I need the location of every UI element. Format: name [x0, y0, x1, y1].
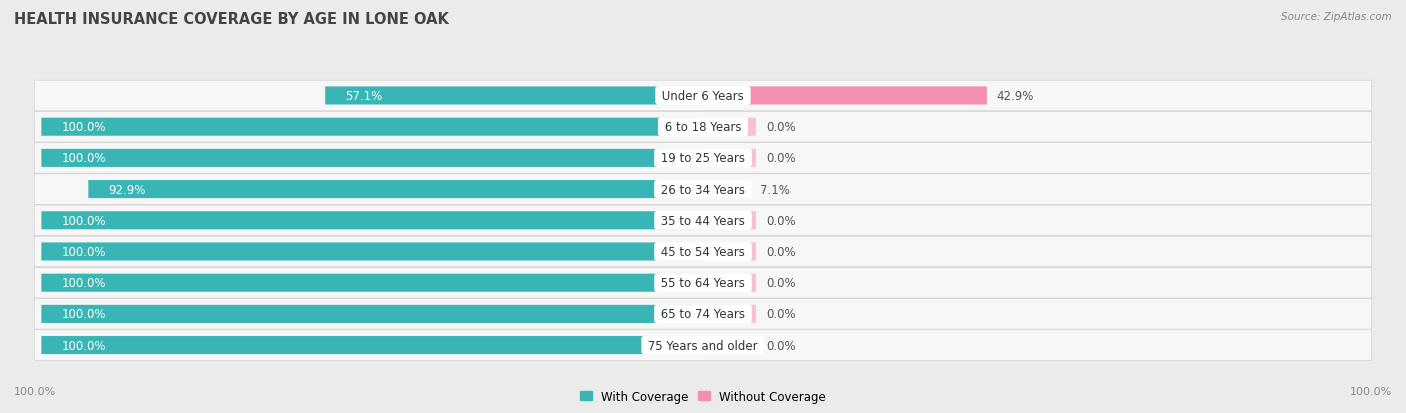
FancyBboxPatch shape	[703, 274, 756, 292]
Text: Under 6 Years: Under 6 Years	[658, 90, 748, 103]
Text: 100.0%: 100.0%	[62, 214, 105, 227]
Text: 100.0%: 100.0%	[62, 152, 105, 165]
Text: HEALTH INSURANCE COVERAGE BY AGE IN LONE OAK: HEALTH INSURANCE COVERAGE BY AGE IN LONE…	[14, 12, 449, 27]
Text: 100.0%: 100.0%	[62, 277, 105, 290]
Text: 92.9%: 92.9%	[108, 183, 146, 196]
FancyBboxPatch shape	[41, 150, 703, 168]
Text: 100.0%: 100.0%	[62, 245, 105, 259]
Text: 100.0%: 100.0%	[14, 387, 56, 396]
Text: 0.0%: 0.0%	[766, 339, 796, 352]
Text: 75 Years and older: 75 Years and older	[644, 339, 762, 352]
FancyBboxPatch shape	[41, 336, 703, 354]
FancyBboxPatch shape	[34, 299, 1372, 330]
Text: 0.0%: 0.0%	[766, 308, 796, 320]
FancyBboxPatch shape	[703, 150, 756, 168]
FancyBboxPatch shape	[41, 305, 703, 323]
FancyBboxPatch shape	[34, 330, 1372, 361]
Text: 100.0%: 100.0%	[62, 308, 105, 320]
Text: 55 to 64 Years: 55 to 64 Years	[657, 277, 749, 290]
FancyBboxPatch shape	[703, 180, 749, 199]
Text: 0.0%: 0.0%	[766, 214, 796, 227]
FancyBboxPatch shape	[41, 212, 703, 230]
Text: Source: ZipAtlas.com: Source: ZipAtlas.com	[1281, 12, 1392, 22]
FancyBboxPatch shape	[703, 336, 756, 354]
Text: 57.1%: 57.1%	[344, 90, 382, 103]
Legend: With Coverage, Without Coverage: With Coverage, Without Coverage	[575, 385, 831, 408]
FancyBboxPatch shape	[41, 119, 703, 136]
FancyBboxPatch shape	[34, 81, 1372, 112]
Text: 7.1%: 7.1%	[759, 183, 790, 196]
Text: 19 to 25 Years: 19 to 25 Years	[657, 152, 749, 165]
FancyBboxPatch shape	[703, 119, 756, 136]
FancyBboxPatch shape	[41, 243, 703, 261]
Text: 45 to 54 Years: 45 to 54 Years	[657, 245, 749, 259]
Text: 42.9%: 42.9%	[997, 90, 1035, 103]
FancyBboxPatch shape	[703, 87, 987, 105]
FancyBboxPatch shape	[34, 112, 1372, 142]
Text: 6 to 18 Years: 6 to 18 Years	[661, 121, 745, 134]
FancyBboxPatch shape	[34, 143, 1372, 174]
FancyBboxPatch shape	[34, 237, 1372, 267]
FancyBboxPatch shape	[703, 243, 756, 261]
Text: 26 to 34 Years: 26 to 34 Years	[657, 183, 749, 196]
Text: 0.0%: 0.0%	[766, 152, 796, 165]
Text: 65 to 74 Years: 65 to 74 Years	[657, 308, 749, 320]
Text: 100.0%: 100.0%	[62, 339, 105, 352]
Text: 35 to 44 Years: 35 to 44 Years	[657, 214, 749, 227]
FancyBboxPatch shape	[703, 212, 756, 230]
Text: 100.0%: 100.0%	[1350, 387, 1392, 396]
Text: 100.0%: 100.0%	[62, 121, 105, 134]
Text: 0.0%: 0.0%	[766, 277, 796, 290]
FancyBboxPatch shape	[34, 268, 1372, 298]
Text: 0.0%: 0.0%	[766, 245, 796, 259]
FancyBboxPatch shape	[41, 274, 703, 292]
FancyBboxPatch shape	[325, 87, 703, 105]
FancyBboxPatch shape	[703, 305, 756, 323]
FancyBboxPatch shape	[34, 206, 1372, 236]
FancyBboxPatch shape	[89, 180, 703, 199]
FancyBboxPatch shape	[34, 174, 1372, 205]
Text: 0.0%: 0.0%	[766, 121, 796, 134]
